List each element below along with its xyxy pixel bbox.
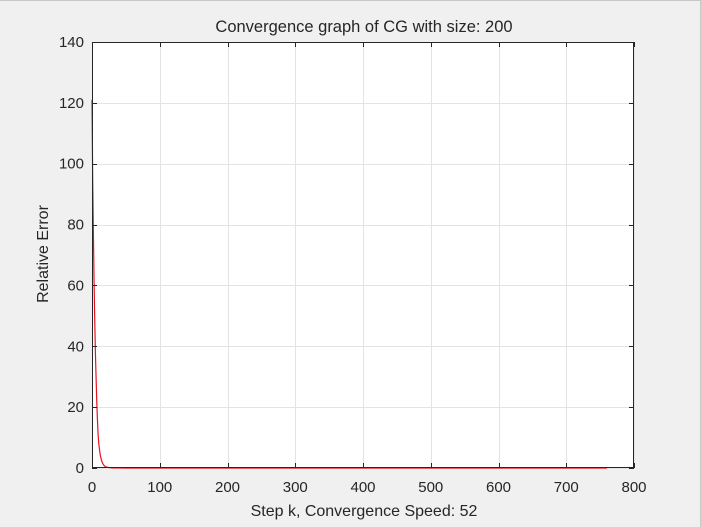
y-tick-label: 20 (67, 399, 84, 416)
x-tick-label: 500 (418, 479, 443, 496)
y-tick-label: 120 (59, 95, 84, 112)
x-tick-label: 600 (486, 479, 511, 496)
x-tick-label: 300 (283, 479, 308, 496)
y-tick-label: 140 (59, 34, 84, 51)
ticks: 0 100 200 300 400 500 600 700 800 0 20 40 60 80 100 120… (59, 34, 647, 496)
x-tick-label: 0 (88, 479, 96, 496)
y-axis-label: Relative Error (35, 204, 52, 302)
x-tick-label: 200 (215, 479, 240, 496)
y-tick-label: 0 (76, 460, 84, 477)
y-tick-label: 80 (67, 217, 84, 234)
x-tick-label: 100 (147, 479, 172, 496)
chart-title: Convergence graph of CG with size: 200 (215, 18, 512, 36)
y-tick-label: 100 (59, 156, 84, 173)
y-tick-label: 40 (67, 338, 84, 355)
x-axis-label: Step k, Convergence Speed: 52 (251, 503, 478, 520)
x-tick-label: 700 (554, 479, 579, 496)
x-tick-label: 400 (350, 479, 375, 496)
x-tick-label: 800 (621, 479, 646, 496)
y-tick-label: 60 (67, 277, 84, 294)
